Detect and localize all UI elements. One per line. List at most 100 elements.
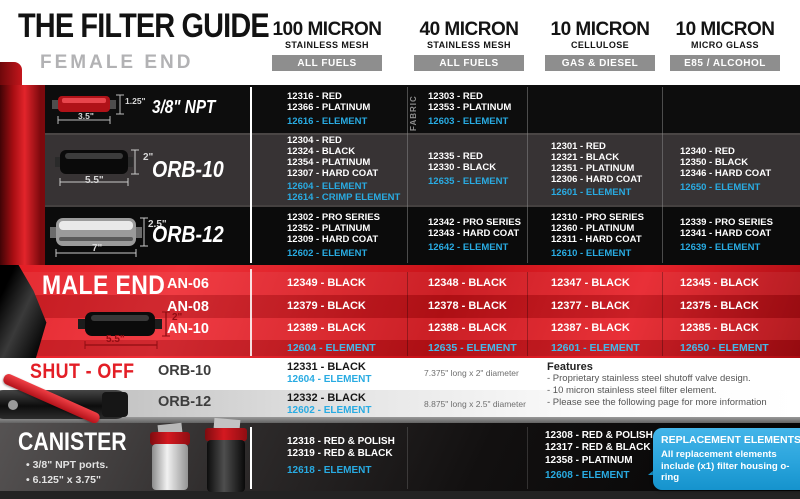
element-numbers: 12604 - ELEMENT 12614 - CRIMP ELEMENT xyxy=(287,181,401,203)
part-number: 12379 - BLACK xyxy=(287,300,366,312)
part-numbers: 12302 - PRO SERIES 12352 - PLATINUM 1230… xyxy=(287,211,380,245)
shutoff-valve-screw xyxy=(8,400,18,410)
row-label-npt: 3/8" NPT xyxy=(152,97,216,117)
part-number: 12345 - BLACK xyxy=(680,277,759,289)
part-number: 12332 - BLACK xyxy=(287,392,366,404)
cell-orb12-cellulose: 12310 - PRO SERIES 12360 - PLATINUM 1231… xyxy=(551,205,659,265)
element-numbers: 12635 - ELEMENT xyxy=(428,176,509,187)
male-row-an08-bg xyxy=(0,295,800,318)
part-number: 12387 - BLACK xyxy=(551,322,630,334)
replacement-box-body: All replacement elements include (x1) fi… xyxy=(661,449,790,483)
part-number: 12378 - BLACK xyxy=(428,300,507,312)
part-number: 12349 - BLACK xyxy=(287,277,366,289)
column-micron: 40 MICRON xyxy=(419,19,519,40)
male-row-label-an08: AN-08 xyxy=(167,299,209,315)
female-end-heading: FEMALE END xyxy=(40,52,194,73)
cell-orb12-40micron: 12342 - PRO SERIES 12343 - HARD COAT 126… xyxy=(428,205,526,265)
canister-bullets: • 3/8" NPT ports. • 6.125" x 3.75" xyxy=(26,459,109,486)
element-numbers: 12639 - ELEMENT xyxy=(680,242,761,253)
element-numbers: 12650 - ELEMENT xyxy=(680,181,761,193)
shutoff-orb10-parts: 12331 - BLACK 12604 - ELEMENT xyxy=(287,361,371,386)
female-row-orb12-bg xyxy=(45,205,800,267)
element-numbers: 12601 - ELEMENT xyxy=(551,186,632,198)
column-header-40-micron: 40 MICRON STAINLESS MESH ALL FUELS xyxy=(394,20,544,71)
shutoff-orb12-parts: 12332 - BLACK 12602 - ELEMENT xyxy=(287,392,371,417)
divider-col-2-3 xyxy=(527,427,528,489)
canister-cap-red-2 xyxy=(205,428,247,441)
shutoff-orb12-size: 8.875" long x 2.5" diameter xyxy=(424,399,526,409)
part-numbers: 12310 - PRO SERIES 12360 - PLATINUM 1231… xyxy=(551,211,644,245)
divider-label-col xyxy=(250,427,252,489)
part-number: 12385 - BLACK xyxy=(680,322,759,334)
orb12-width-dim: 7" xyxy=(92,243,103,254)
element-number: 12650 - ELEMENT xyxy=(680,342,769,354)
orb10-width-dim: 5.5" xyxy=(85,175,104,186)
divider-col-1-2 xyxy=(407,427,408,489)
orb12-filter-image xyxy=(50,217,148,257)
divider-col-3-4 xyxy=(662,272,663,356)
part-numbers: 12339 - PRO SERIES 12341 - HARD COAT xyxy=(680,217,773,239)
part-number: 12377 - BLACK xyxy=(551,300,630,312)
column-micron: 10 MICRON xyxy=(675,19,775,40)
part-number: 12347 - BLACK xyxy=(551,277,630,289)
element-numbers: 12603 - ELEMENT xyxy=(428,116,509,127)
row-label-orb12: ORB-12 xyxy=(152,221,224,247)
element-numbers: 12642 - ELEMENT xyxy=(428,242,509,253)
cell-npt-40micron: 12303 - RED 12353 - PLATINUM 12603 - ELE… xyxy=(428,85,526,133)
element-number: 12602 - ELEMENT xyxy=(287,405,372,416)
fuel-badge: GAS & DIESEL xyxy=(545,55,655,71)
divider-col-1-2 xyxy=(407,87,408,263)
male-end-band: MALE END AN-06 AN-08 AN-10 12349 - BLACK… xyxy=(0,265,800,358)
column-header-10-micron-cellulose: 10 MICRON CELLULOSE GAS & DIESEL xyxy=(525,20,675,71)
element-number: 12601 - ELEMENT xyxy=(551,342,640,354)
element-numbers: 12602 - ELEMENT xyxy=(287,247,368,259)
cell-orb10-100micron: 12304 - RED 12324 - BLACK 12354 - PLATIN… xyxy=(287,133,403,205)
shutoff-orb10-size: 7.375" long x 2" diameter xyxy=(424,368,519,378)
part-number: 12388 - BLACK xyxy=(428,322,507,334)
divider-label-col xyxy=(250,269,252,356)
male-row-elements-bg xyxy=(0,340,800,356)
cell-canister-100micron: 12318 - RED & POLISH 12319 - RED & BLACK… xyxy=(287,423,395,489)
column-header-100-micron: 100 MICRON STAINLESS MESH ALL FUELS xyxy=(252,20,402,71)
part-number: 12331 - BLACK xyxy=(287,361,366,373)
male-row-an06-bg xyxy=(0,272,800,295)
element-numbers: 12610 - ELEMENT xyxy=(551,247,632,259)
fuel-badge: ALL FUELS xyxy=(272,55,382,71)
part-numbers: 12308 - RED & POLISH 12317 - RED & BLACK… xyxy=(545,429,653,466)
male-row-label-an06: AN-06 xyxy=(167,276,209,292)
male-height-dim: 2" xyxy=(172,312,183,323)
cell-orb10-microglass: 12340 - RED 12350 - BLACK 12346 - HARD C… xyxy=(680,133,798,205)
npt-height-dim: 1.25" xyxy=(125,96,146,106)
fuel-badge: ALL FUELS xyxy=(414,55,524,71)
element-number: 12604 - ELEMENT xyxy=(287,342,376,354)
replacement-elements-box: REPLACEMENT ELEMENTS All replacement ele… xyxy=(653,428,800,490)
column-header-10-micron-glass: 10 MICRON MICRO GLASS E85 / ALCOHOL xyxy=(650,20,800,71)
red-filter-photo xyxy=(0,85,45,265)
element-numbers: 12608 - ELEMENT xyxy=(545,470,630,482)
replacement-box-title: REPLACEMENT ELEMENTS xyxy=(661,434,800,446)
cell-orb12-microglass: 12339 - PRO SERIES 12341 - HARD COAT 126… xyxy=(680,205,798,265)
canister-body-polish xyxy=(152,444,188,490)
male-filter-image xyxy=(78,311,170,349)
male-row-label-an10: AN-10 xyxy=(167,321,209,337)
part-numbers: 12304 - RED 12324 - BLACK 12354 - PLATIN… xyxy=(287,135,379,179)
male-row-an10-bg xyxy=(0,318,800,340)
column-media: MICRO GLASS xyxy=(691,40,759,50)
divider-col-3-4 xyxy=(662,87,663,263)
female-row-orb10-bg xyxy=(45,133,800,207)
section-separator-bar xyxy=(0,417,800,423)
part-numbers: 12335 - RED 12330 - BLACK xyxy=(428,151,497,173)
part-numbers: 12340 - RED 12350 - BLACK 12346 - HARD C… xyxy=(680,145,772,179)
part-number: 12389 - BLACK xyxy=(287,322,366,334)
shutoff-orb12-row-bg xyxy=(0,390,800,417)
part-numbers: 12342 - PRO SERIES 12343 - HARD COAT xyxy=(428,217,521,239)
cell-orb12-100micron: 12302 - PRO SERIES 12352 - PLATINUM 1230… xyxy=(287,205,403,265)
part-numbers: 12301 - RED 12321 - BLACK 12351 - PLATIN… xyxy=(551,140,643,185)
element-numbers: 12616 - ELEMENT xyxy=(287,116,368,127)
features-title: Features xyxy=(547,361,593,373)
divider-col-2-3 xyxy=(527,87,528,263)
part-number: 12375 - BLACK xyxy=(680,300,759,312)
element-number: 12604 - ELEMENT xyxy=(287,374,372,385)
male-end-heading: MALE END xyxy=(42,270,166,300)
